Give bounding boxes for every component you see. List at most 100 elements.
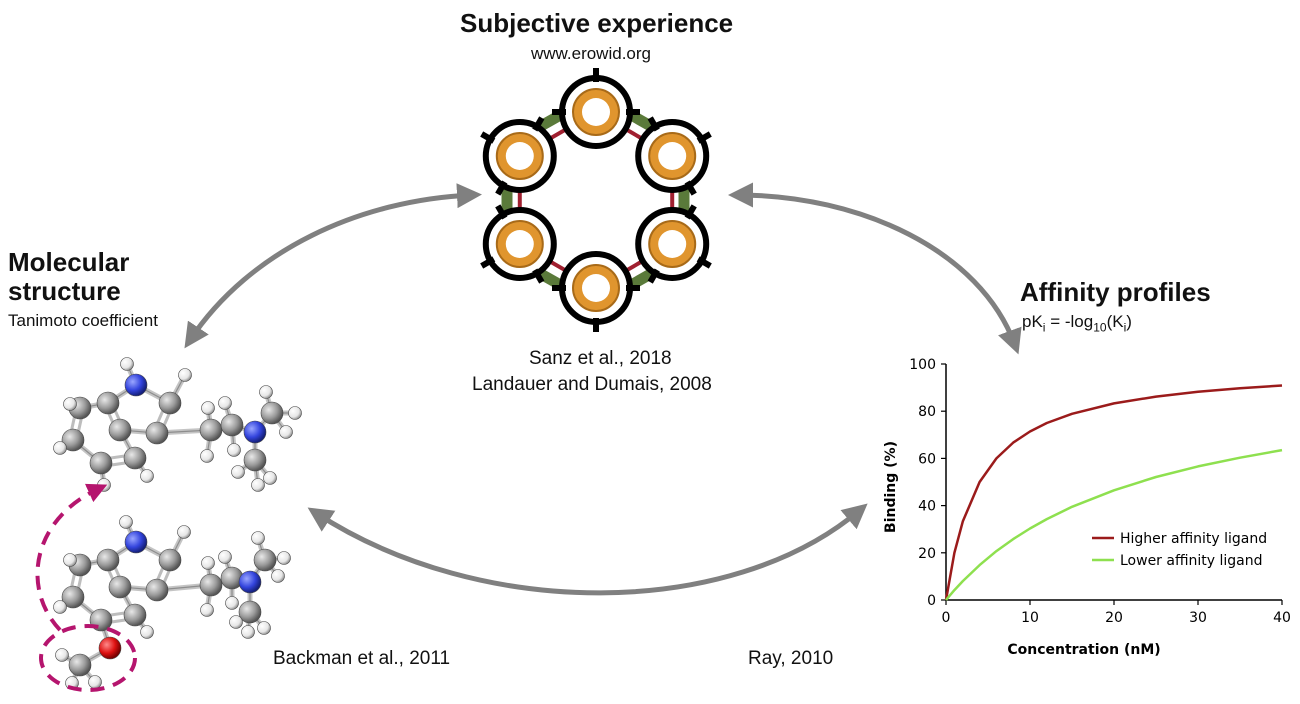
x-axis-label: Concentration (nM) <box>1007 642 1160 658</box>
hexagon-network-graphic <box>480 68 712 332</box>
carbon-atom <box>61 585 85 609</box>
hydrogen-atom <box>251 531 265 545</box>
carbon-atom <box>238 600 262 624</box>
hydrogen-atom <box>271 569 285 583</box>
formula-sub-10: 10 <box>1093 320 1107 335</box>
carbon-atom <box>96 391 120 415</box>
hydrogen-atom <box>63 553 77 567</box>
network-node <box>480 116 557 196</box>
citation-sanz: Sanz et al., 2018 <box>529 348 672 369</box>
hydrogen-atom <box>257 621 271 635</box>
molecular-structure-title: Molecular structure <box>8 248 129 306</box>
node-tick <box>696 131 712 144</box>
carbon-atom <box>108 418 132 442</box>
citation-backman: Backman et al., 2011 <box>273 648 451 669</box>
node-tick <box>647 268 660 284</box>
network-node <box>635 204 712 284</box>
legend-label: Higher affinity ligand <box>1120 531 1267 547</box>
node-tick <box>495 204 508 220</box>
hydrogen-atom <box>201 556 215 570</box>
subjective-experience-title: Subjective experience <box>460 8 734 38</box>
hydrogen-atom <box>140 469 154 483</box>
substitution-dashed-arrow <box>35 483 108 632</box>
hydrogen-atom <box>231 465 245 479</box>
arrow-molecule-to-experience <box>184 183 482 349</box>
carbon-atom <box>68 653 92 677</box>
network-node <box>552 251 640 332</box>
hydrogen-atom <box>259 385 273 399</box>
hydrogen-atom <box>288 406 302 420</box>
y-tick-label: 100 <box>909 357 936 373</box>
node-core <box>505 230 534 258</box>
hydrogen-atom <box>201 401 215 415</box>
hydrogen-atom <box>178 368 192 382</box>
formula-k: (K <box>1106 312 1124 331</box>
network-node <box>552 68 640 149</box>
nitrogen-atom <box>124 373 148 397</box>
carbon-atom <box>199 418 223 442</box>
node-core <box>582 98 610 126</box>
substitution-dashed-circle <box>39 624 137 692</box>
nitrogen-atom <box>124 530 148 554</box>
carbon-atom <box>220 413 244 437</box>
oxygen-atom <box>98 636 122 660</box>
hydrogen-atom <box>53 600 67 614</box>
carbon-atom <box>158 391 182 415</box>
y-tick-label: 60 <box>918 451 936 467</box>
hydrogen-atom <box>263 471 277 485</box>
node-tick <box>684 204 697 220</box>
affinity-profiles-title: Affinity profiles <box>1020 277 1211 307</box>
hydrogen-atom <box>218 550 232 564</box>
node-tick <box>532 268 545 284</box>
carbon-atom <box>108 575 132 599</box>
molecular-title-line2: structure <box>8 276 121 306</box>
y-tick-label: 80 <box>918 404 936 420</box>
formula-log: = -log <box>1045 312 1094 331</box>
hydrogen-atom <box>63 397 77 411</box>
carbon-atom <box>243 448 267 472</box>
molecular-title-line1: Molecular <box>8 247 130 277</box>
hydrogen-atom <box>241 625 255 639</box>
hydrogen-atom <box>277 551 291 565</box>
tanimoto-label: Tanimoto coefficient <box>8 311 158 330</box>
citation-ray: Ray, 2010 <box>748 648 834 669</box>
hydrogen-atom <box>177 525 191 539</box>
nitrogen-atom <box>238 570 262 594</box>
node-tick <box>480 256 496 269</box>
x-tick-label: 0 <box>942 610 951 626</box>
carbon-atom <box>96 548 120 572</box>
node-tick <box>647 116 660 132</box>
erowid-url: www.erowid.org <box>531 44 651 63</box>
arrow-molecule-to-affinity <box>307 503 868 596</box>
y-tick-label: 0 <box>927 593 936 609</box>
molecule-bottom <box>53 515 291 690</box>
formula-sub-i: i <box>1042 320 1046 335</box>
carbon-atom <box>199 573 223 597</box>
hydrogen-atom <box>251 478 265 492</box>
binding-chart: 0 10 20 30 40 0 20 40 60 80 100 Concentration (nM) B… <box>883 357 1291 658</box>
hydrogen-atom <box>119 515 133 529</box>
legend-label: Lower affinity ligand <box>1120 553 1263 569</box>
carbon-atom <box>123 603 147 627</box>
carbon-atom <box>158 548 182 572</box>
x-tick-label: 20 <box>1105 610 1123 626</box>
hydrogen-atom <box>53 441 67 455</box>
hydrogen-atom <box>88 675 102 689</box>
node-core <box>658 230 687 258</box>
network-node <box>480 204 557 284</box>
hydrogen-atom <box>55 648 69 662</box>
carbon-atom <box>145 578 169 602</box>
formula-sub-i-2: i <box>1123 320 1127 335</box>
node-tick <box>480 131 496 144</box>
formula-pk: pK <box>1022 312 1043 331</box>
x-tick-label: 40 <box>1273 610 1291 626</box>
series-line-lower <box>945 448 1283 601</box>
series-line-higher <box>944 384 1283 601</box>
node-core <box>658 142 687 170</box>
hydrogen-atom <box>229 615 243 629</box>
formula-close: ) <box>1126 312 1132 331</box>
carbon-atom <box>123 446 147 470</box>
arrow-experience-to-affinity <box>728 182 1022 355</box>
y-tick-label: 40 <box>918 499 936 515</box>
